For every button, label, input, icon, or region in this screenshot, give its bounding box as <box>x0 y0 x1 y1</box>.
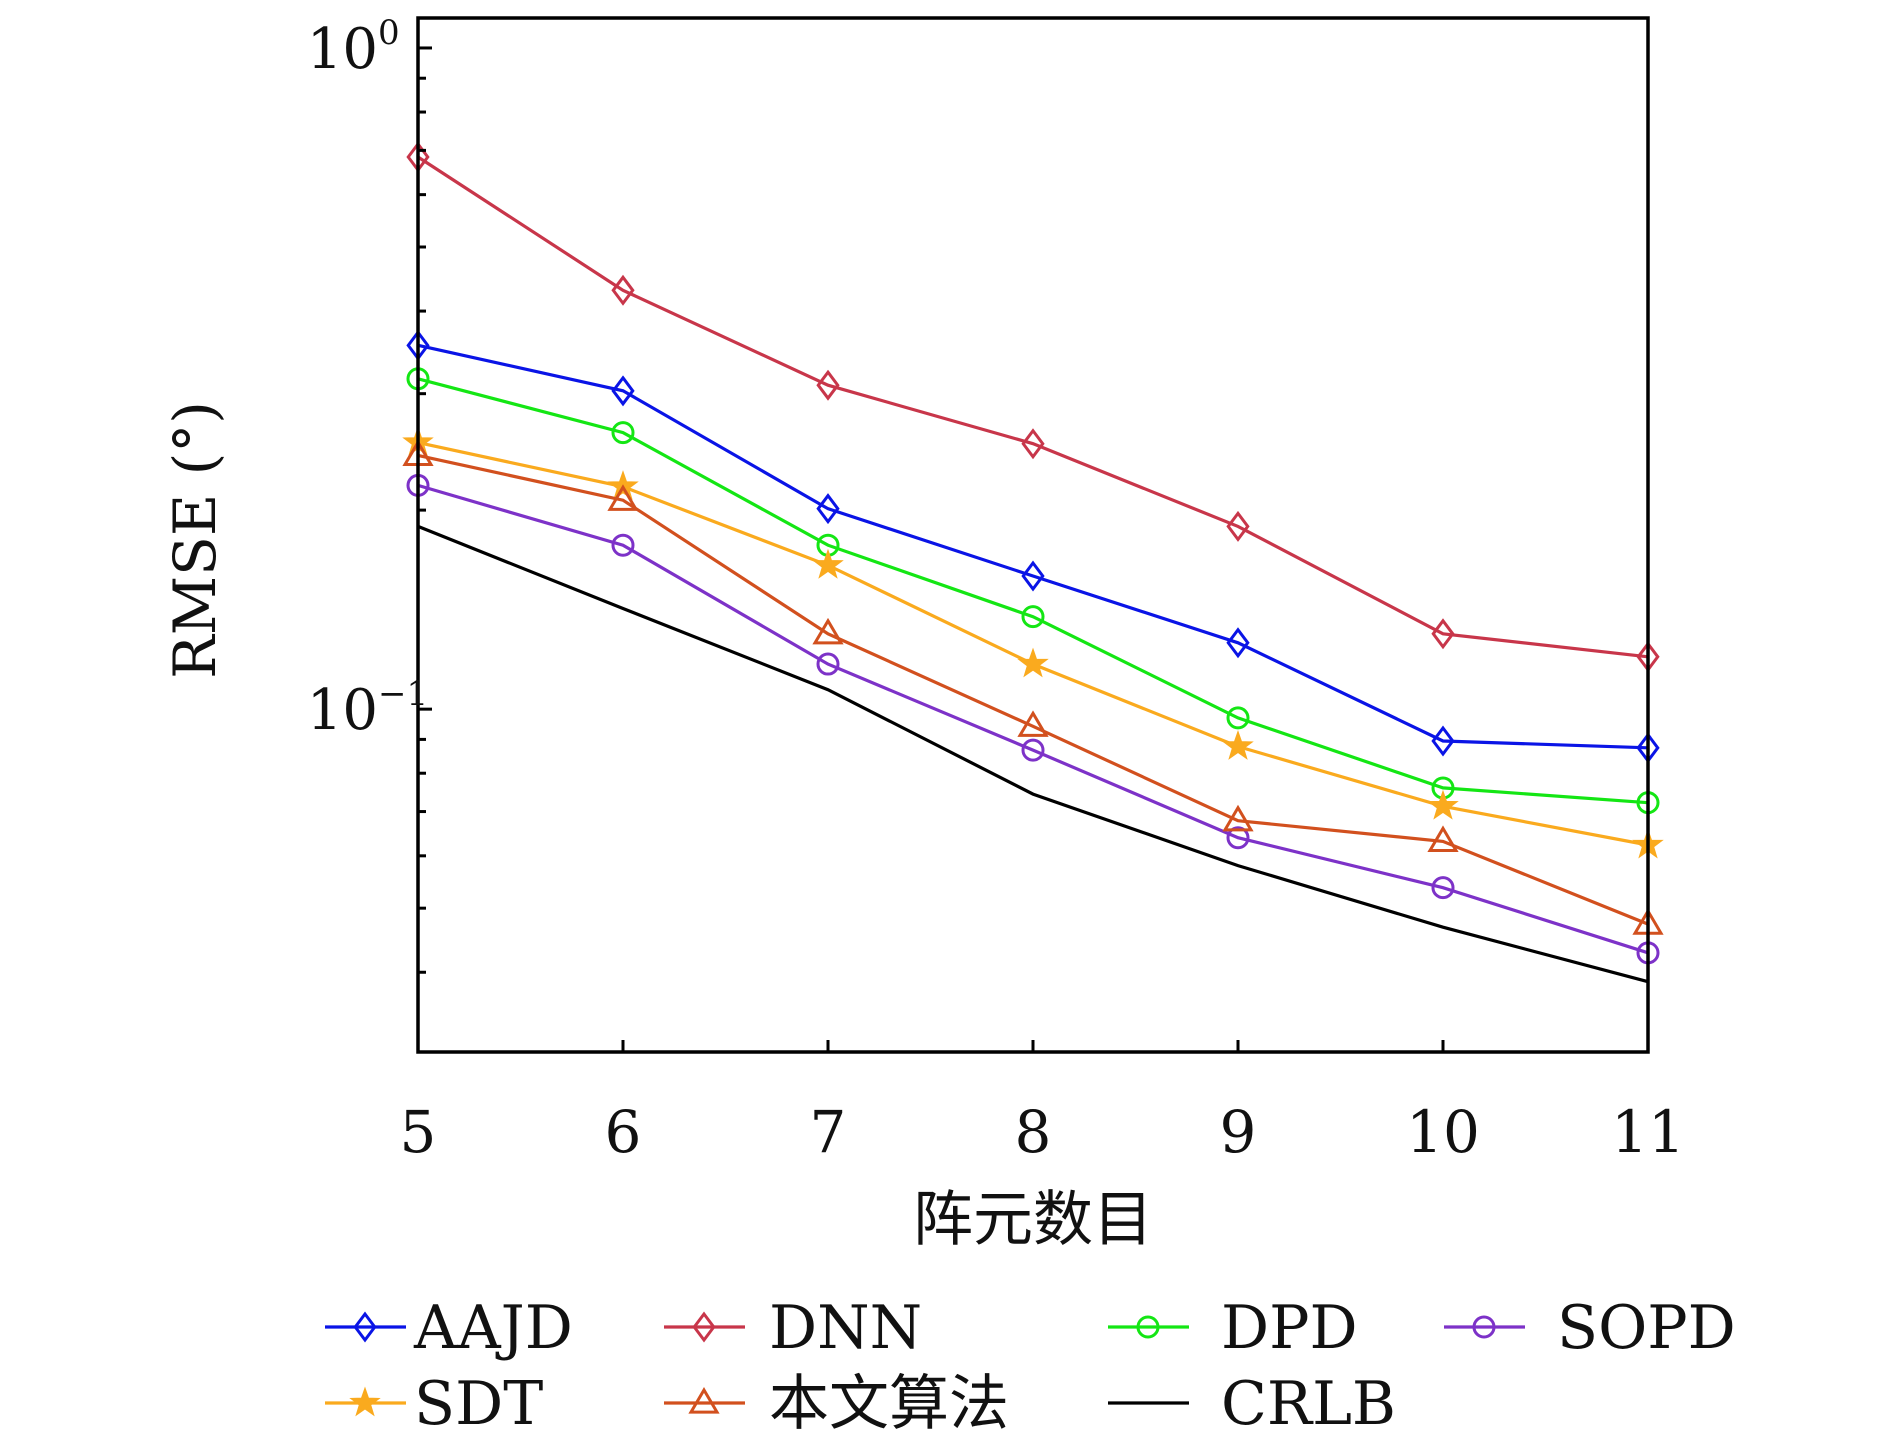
circle-marker <box>611 421 635 445</box>
circle-marker <box>1472 1315 1496 1339</box>
y-tick-label: 10 <box>307 17 378 82</box>
legend-item-本文算法: 本文算法 <box>664 1369 1009 1436</box>
legend-item-SDT: SDT <box>325 1369 543 1436</box>
diamond-marker <box>1226 627 1250 659</box>
legend-item-CRLB: CRLB <box>1108 1369 1396 1436</box>
y-axis-label: RMSE (°) <box>161 401 229 679</box>
star-marker <box>1017 647 1049 678</box>
series-line <box>417 453 1649 926</box>
circle-marker <box>611 533 635 557</box>
x-tick-label: 7 <box>810 1098 847 1166</box>
legend-label: DNN <box>769 1293 922 1363</box>
triangle-marker <box>688 1387 720 1414</box>
star-marker <box>349 1386 381 1417</box>
legend: AAJD DNN DPD SOPD SDT 本文算法 CRLB <box>325 1293 1736 1436</box>
series-AAJD <box>406 329 1660 764</box>
series-DNN <box>406 141 1660 673</box>
diamond-marker <box>692 1311 716 1343</box>
x-tick-label: 6 <box>605 1098 642 1166</box>
legend-label: CRLB <box>1221 1369 1396 1436</box>
legend-item-DPD: DPD <box>1108 1293 1358 1363</box>
triangle-marker <box>1427 825 1459 852</box>
x-tick-label: 11 <box>1611 1098 1685 1166</box>
diamond-marker <box>1021 428 1045 460</box>
diamond-marker <box>353 1311 377 1343</box>
x-tick-label: 9 <box>1220 1098 1257 1166</box>
diamond-marker <box>816 369 840 401</box>
legend-label: 本文算法 <box>769 1369 1009 1436</box>
series-DPD <box>406 367 1660 815</box>
star-marker <box>812 548 844 579</box>
legend-item-AAJD: AAJD <box>325 1293 573 1363</box>
diamond-marker <box>611 375 635 407</box>
series-layer <box>402 141 1664 984</box>
circle-marker <box>1431 876 1455 900</box>
y-tick-exponent: 0 <box>378 13 400 53</box>
circle-marker <box>1136 1315 1160 1339</box>
triangle-marker <box>607 484 639 511</box>
series-line <box>417 343 1649 750</box>
legend-item-SOPD: SOPD <box>1444 1293 1736 1363</box>
triangle-marker <box>812 617 844 645</box>
star-marker <box>1222 729 1254 760</box>
circle-marker <box>1021 738 1045 762</box>
legend-label: AAJD <box>413 1293 573 1363</box>
diamond-marker <box>611 274 635 306</box>
series-CRLB <box>417 524 1649 984</box>
diamond-marker <box>1226 510 1250 542</box>
legend-label: SOPD <box>1557 1293 1736 1363</box>
y-tick-exponent: −1 <box>378 674 428 714</box>
diamond-marker <box>1431 618 1455 650</box>
legend-label: SDT <box>414 1369 543 1436</box>
x-tick-label: 8 <box>1015 1098 1052 1166</box>
y-tick-label: 10 <box>307 678 378 743</box>
diamond-marker <box>1021 560 1045 592</box>
series-line <box>417 441 1649 847</box>
series-SOPD <box>406 473 1660 965</box>
plot-frame <box>416 16 1650 1054</box>
star-marker <box>1427 789 1459 820</box>
triangle-marker <box>1222 804 1254 832</box>
x-tick-label: 10 <box>1406 1098 1480 1166</box>
circle-marker <box>1226 706 1250 730</box>
x-tick-label: 5 <box>400 1098 437 1166</box>
series-line <box>417 155 1649 659</box>
series-line <box>417 483 1649 955</box>
x-axis-label: 阵元数目 <box>913 1185 1153 1255</box>
circle-marker <box>1021 605 1045 629</box>
circle-marker <box>1226 826 1250 850</box>
diamond-marker <box>1431 725 1455 757</box>
diamond-marker <box>816 493 840 525</box>
triangle-marker <box>1017 710 1049 737</box>
series-本文算法 <box>402 439 1664 935</box>
legend-item-DNN: DNN <box>664 1293 922 1363</box>
series-line <box>417 524 1649 984</box>
series-line <box>417 377 1649 805</box>
legend-label: DPD <box>1221 1293 1358 1363</box>
circle-marker <box>816 652 840 676</box>
